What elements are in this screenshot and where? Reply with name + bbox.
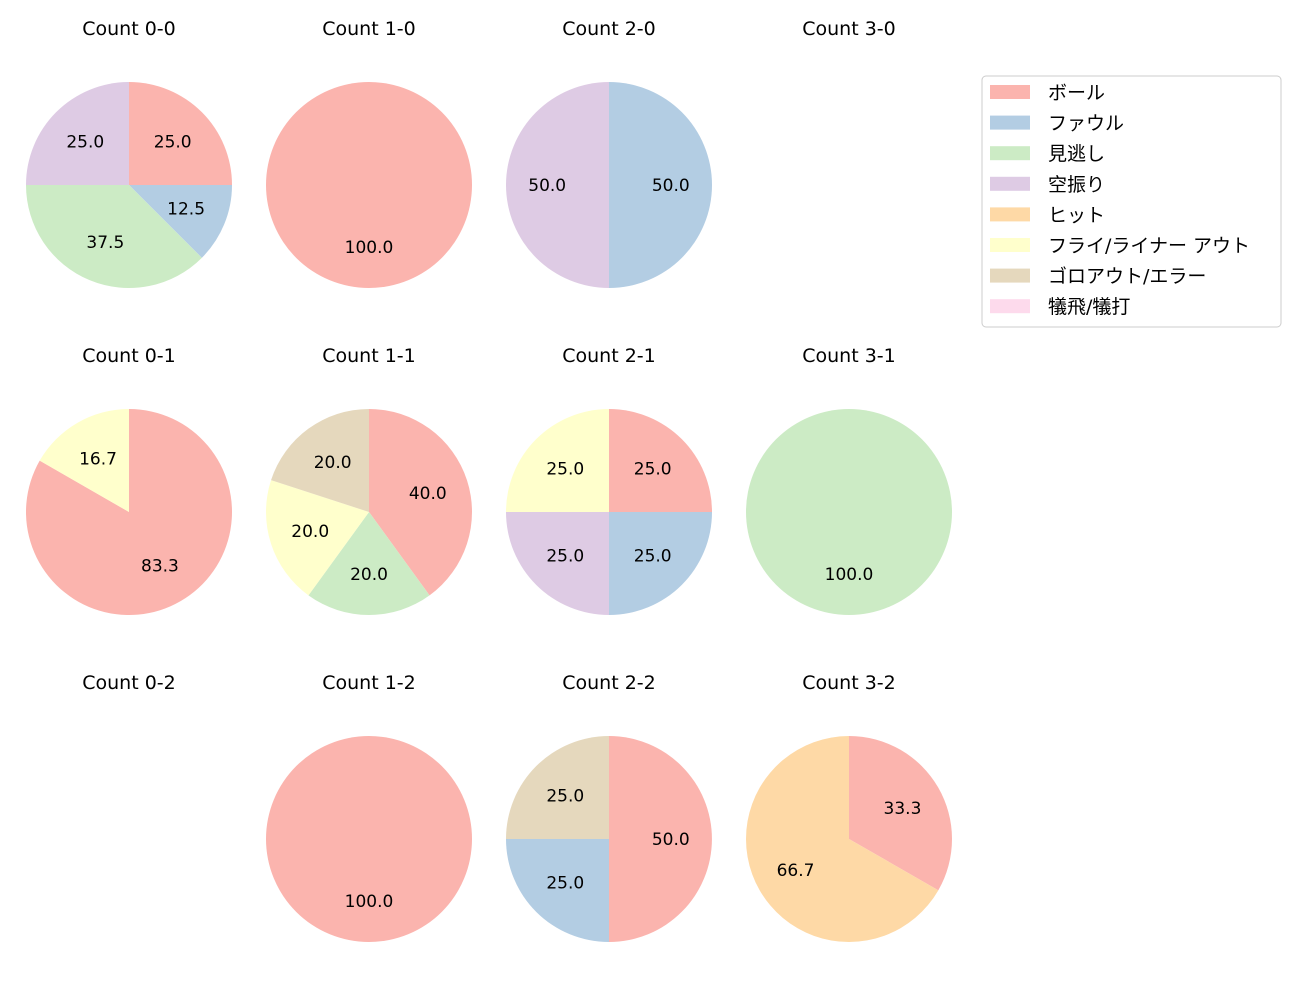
pie-count-0-1: Count 0-1 83.3 16.7 <box>25 345 232 616</box>
slice-label: 20.0 <box>291 522 329 542</box>
pie-slice <box>266 736 472 942</box>
pie-slice <box>609 512 712 615</box>
legend-entry: 見逃し <box>1048 143 1105 165</box>
legend-swatch <box>990 299 1030 314</box>
pie-title: Count 2-1 <box>562 345 656 367</box>
legend-swatch <box>990 207 1030 222</box>
slice-label: 50.0 <box>652 176 690 196</box>
slice-label: 100.0 <box>345 892 394 912</box>
pie-count-2-1: Count 2-1 25.0 25.0 25.0 25.0 <box>506 345 712 615</box>
pie-slice <box>506 82 609 288</box>
slice-label: 25.0 <box>154 132 192 152</box>
legend-swatch <box>990 238 1030 252</box>
slice-label: 25.0 <box>66 132 104 152</box>
pie-count-2-0: Count 2-0 50.0 50.0 <box>506 18 712 288</box>
slice-label: 83.3 <box>141 556 179 576</box>
pie-count-0-2: Count 0-2 <box>82 672 176 694</box>
pie-title: Count 1-1 <box>322 345 416 367</box>
pie-slice <box>39 409 129 512</box>
slice-label: 100.0 <box>825 565 874 585</box>
pie-count-1-0: Count 1-0 100.0 <box>266 18 472 288</box>
pie-slice <box>506 736 609 839</box>
legend-entry: ヒット <box>1048 204 1105 226</box>
pie-title: Count 1-0 <box>322 18 416 40</box>
pie-count-3-0: Count 3-0 <box>802 18 896 40</box>
slice-label: 40.0 <box>409 484 447 504</box>
pie-count-0-0: Count 0-0 25.0 12.5 37.5 25.0 <box>26 18 232 288</box>
pie-count-3-1: Count 3-1 100.0 <box>746 345 952 615</box>
slice-label: 20.0 <box>350 565 388 585</box>
legend-entry: ファウル <box>1048 113 1124 135</box>
pie-slice <box>506 409 609 512</box>
pie-count-1-1: Count 1-1 40.0 20.0 20.0 20.0 <box>266 345 472 615</box>
legend-entry: ゴロアウト/エラー <box>1048 266 1206 288</box>
pie-title: Count 2-0 <box>562 18 656 40</box>
pie-slice <box>129 82 232 185</box>
slice-label: 50.0 <box>652 830 690 850</box>
pie-slice <box>746 736 939 943</box>
pie-title: Count 3-2 <box>802 672 896 694</box>
legend-entry: フライ/ライナー アウト <box>1048 235 1250 257</box>
slice-label: 25.0 <box>546 547 584 567</box>
legend-swatch <box>990 176 1030 191</box>
pie-slice <box>26 82 129 185</box>
legend-entry: 犠飛/犠打 <box>1048 296 1130 318</box>
legend-swatch <box>990 268 1030 283</box>
legend-swatch <box>990 85 1030 99</box>
pie-slice <box>506 512 609 615</box>
slice-label: 25.0 <box>546 786 584 806</box>
slice-label: 33.3 <box>884 799 922 819</box>
slice-label: 50.0 <box>528 176 566 196</box>
pie-title: Count 0-2 <box>82 672 176 694</box>
legend-entry: 空振り <box>1048 174 1105 196</box>
pie-slice <box>266 82 472 288</box>
pie-slice <box>746 409 952 615</box>
pie-slice <box>266 480 369 596</box>
pie-slice <box>271 409 369 512</box>
slice-label: 100.0 <box>345 238 394 258</box>
pie-slice <box>308 512 430 615</box>
pie-title: Count 2-2 <box>562 672 656 694</box>
slice-label: 25.0 <box>546 874 584 894</box>
pie-title: Count 1-2 <box>322 672 416 694</box>
pie-slice <box>129 185 232 258</box>
pie-title: Count 0-0 <box>82 18 176 40</box>
pie-slice <box>506 839 609 942</box>
pie-slice <box>609 82 712 288</box>
pie-slice <box>609 736 712 942</box>
slice-label: 25.0 <box>634 547 672 567</box>
slice-label: 25.0 <box>634 459 672 479</box>
slice-label: 66.7 <box>777 861 815 881</box>
slice-label: 16.7 <box>79 450 117 470</box>
pie-title: Count 3-1 <box>802 345 896 367</box>
pie-count-1-2: Count 1-2 100.0 <box>266 672 472 942</box>
slice-label: 12.5 <box>167 200 205 220</box>
legend-entry: ボール <box>1048 82 1105 104</box>
pie-title: Count 0-1 <box>82 345 176 367</box>
legend-box <box>981 75 1282 328</box>
pie-count-2-2: Count 2-2 50.0 25.0 25.0 <box>506 672 712 942</box>
pie-slice <box>369 409 472 596</box>
legend-swatch <box>990 115 1030 130</box>
pie-slice <box>26 185 202 288</box>
slice-label: 25.0 <box>546 459 584 479</box>
legend-swatch <box>990 146 1030 161</box>
pie-slice <box>609 409 712 512</box>
pie-slice <box>25 409 232 616</box>
slice-label: 20.0 <box>314 453 352 473</box>
slice-label: 37.5 <box>86 233 124 253</box>
pie-title: Count 3-0 <box>802 18 896 40</box>
pie-slice <box>849 736 952 891</box>
pie-count-3-2: Count 3-2 33.3 66.7 <box>746 672 952 943</box>
